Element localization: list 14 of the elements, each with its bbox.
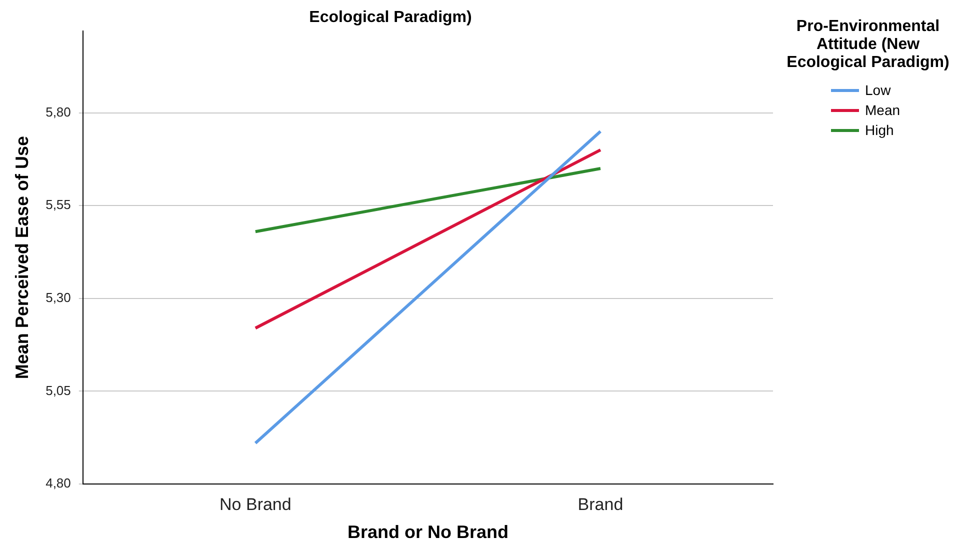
y-tick-label: 4,80 [46,476,71,491]
legend-title: Pro-Environmental Attitude (New Ecological Paradigm) [786,18,950,72]
y-tick-label: 5,30 [46,290,71,306]
legend-label: High [865,122,894,138]
y-tick-label: 5,80 [46,104,71,120]
chart-title: Ecological Paradigm) [309,9,472,26]
x-tick-label: No Brand [220,494,292,514]
legend-label: Low [865,82,891,98]
x-tick-label: Brand [578,494,624,514]
y-axis-title: Mean Perceived Ease of Use [12,136,32,380]
y-tick-label: 5,05 [46,382,71,398]
x-axis-title: Brand or No Brand [347,522,508,542]
legend-label: Mean [865,102,900,118]
y-tick-label: 5,55 [46,197,71,212]
